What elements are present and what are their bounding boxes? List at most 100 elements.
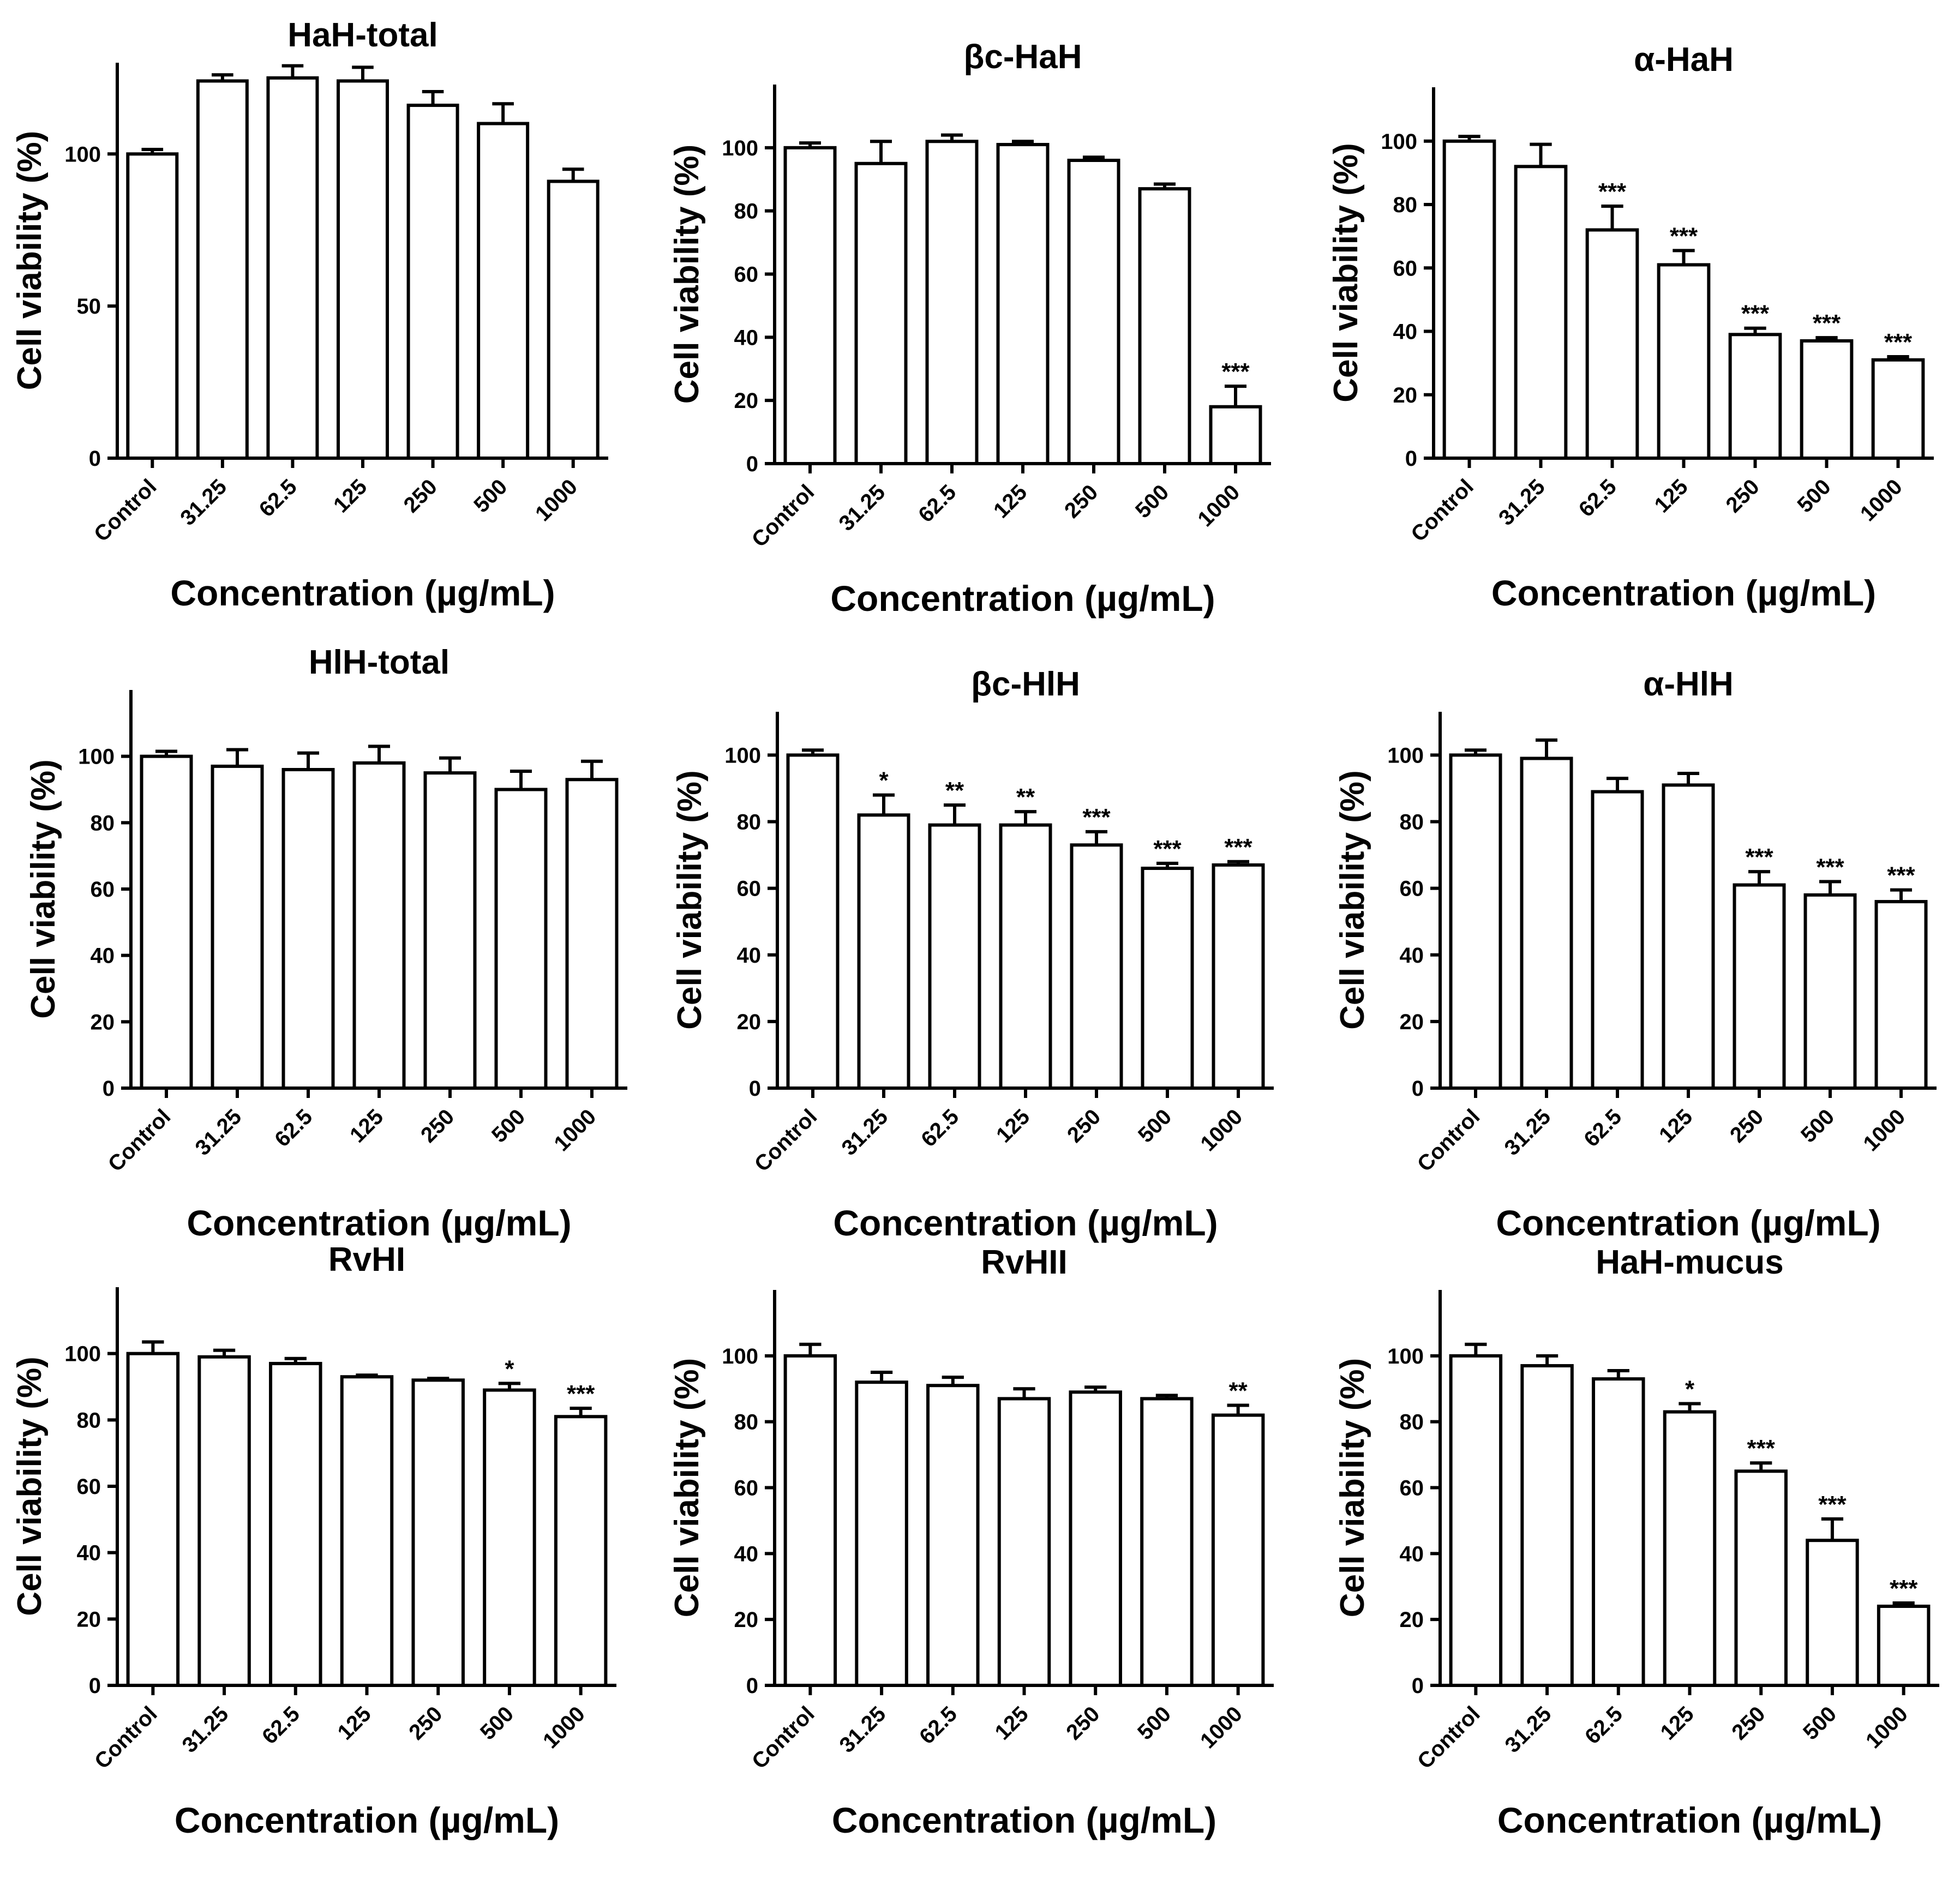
bar [1806, 1539, 1859, 1688]
y-tick-label: 0 [1412, 1674, 1424, 1698]
bar [1211, 1413, 1265, 1687]
x-tick-label: 500 [1796, 1104, 1839, 1147]
bar [1212, 863, 1265, 1090]
bar [1449, 753, 1502, 1090]
chart-title: α-HlH [1643, 665, 1734, 703]
x-tick-label: 500 [469, 475, 512, 517]
chart-panel-1: 0 50 100 Control 31.25 62.5 125 250 500 1000 HaH-t… [11, 16, 608, 613]
y-tick-label: 100 [1387, 1344, 1424, 1368]
y-tick-label: 80 [1400, 811, 1424, 835]
x-tick-label: 62.5 [1574, 475, 1621, 521]
y-tick-label: 60 [77, 1475, 101, 1499]
bar [1592, 1377, 1645, 1687]
y-tick-label: 20 [737, 1010, 762, 1034]
y-tick-label: 100 [722, 1344, 758, 1368]
x-tick-label: 62.5 [1580, 1702, 1627, 1749]
chart-title: HlH-total [309, 644, 449, 681]
x-tick-label: 1000 [1196, 1702, 1247, 1753]
x-tick-label: 250 [404, 1702, 447, 1744]
bar [857, 813, 910, 1090]
bar [1141, 866, 1194, 1090]
significance-marker: ** [945, 777, 964, 804]
y-axis-title: Cell viability (%) [1334, 1358, 1371, 1617]
x-tick-label: 62.5 [257, 1702, 304, 1749]
bar [352, 761, 406, 1090]
x-tick-label: Control [1406, 475, 1478, 547]
x-tick-label: 500 [487, 1104, 530, 1147]
y-tick-label: 80 [77, 1408, 101, 1432]
bar [337, 79, 389, 460]
y-axis-title: Cell viability (%) [668, 1358, 706, 1617]
bar [340, 1375, 394, 1687]
significance-marker: *** [1221, 358, 1250, 385]
bar [140, 754, 193, 1090]
y-tick-label: 0 [746, 1674, 758, 1698]
bar [494, 788, 548, 1090]
bar [1800, 339, 1854, 460]
bar [1803, 893, 1857, 1090]
bar [926, 1384, 980, 1687]
y-tick-label: 40 [1400, 1542, 1424, 1566]
bar [783, 146, 837, 466]
bar [281, 768, 335, 1090]
x-tick-label: Control [1413, 1702, 1485, 1774]
significance-marker: *** [1887, 862, 1915, 889]
y-tick-label: 60 [1393, 256, 1418, 280]
y-tick-label: 60 [734, 263, 759, 287]
y-tick-label: 40 [737, 944, 762, 968]
y-tick-label: 80 [737, 811, 762, 835]
y-axis-title: Cell viability (%) [668, 145, 706, 404]
x-tick-label: 1000 [1859, 1104, 1910, 1156]
significance-marker: *** [1745, 844, 1773, 871]
bar [1657, 263, 1711, 460]
bar [1877, 1605, 1931, 1687]
bar [1733, 883, 1786, 1090]
y-tick-label: 0 [89, 447, 101, 471]
y-tick-label: 60 [91, 878, 115, 902]
chart-title: HaH-mucus [1596, 1244, 1784, 1281]
bar [855, 1380, 908, 1688]
chart-panel-7: 0 20 40 60 80 100 Control 31.25 62.5 125 250 * 500 **… [11, 1241, 616, 1840]
bar [411, 1378, 465, 1687]
y-tick-label: 60 [1400, 877, 1424, 901]
bar [547, 179, 600, 460]
bar [126, 1352, 180, 1688]
x-tick-label: 62.5 [270, 1104, 317, 1151]
x-tick-label: Control [104, 1104, 176, 1176]
significance-marker: *** [1153, 836, 1182, 862]
bar [1514, 165, 1568, 460]
y-tick-label: 20 [734, 389, 759, 413]
x-tick-label: Control [747, 1702, 819, 1774]
x-axis-title: Concentration (µg/mL) [1496, 1203, 1880, 1243]
y-axis-title: Cell viability (%) [11, 131, 49, 390]
y-tick-label: 60 [1400, 1476, 1424, 1500]
x-tick-label: 31.25 [176, 475, 231, 530]
bar [423, 771, 477, 1090]
bar [786, 753, 840, 1090]
chart-panel-2: 0 20 40 60 80 100 Control 31.25 62.5 125 250 500 ***… [668, 38, 1271, 619]
x-tick-label: Control [1413, 1104, 1485, 1176]
y-tick-label: 100 [1387, 743, 1424, 767]
x-tick-label: 62.5 [914, 480, 961, 527]
y-tick-label: 40 [91, 944, 115, 968]
significance-marker: *** [1884, 329, 1913, 356]
chart-title: HaH-total [287, 16, 438, 54]
significance-marker: * [505, 1355, 514, 1382]
chart-panel-5: 0 20 40 60 80 100 Control * 31.25 ** 62.5 ** 125 *** 2… [671, 665, 1274, 1243]
x-tick-label: 125 [345, 1104, 388, 1147]
bar [1138, 187, 1191, 465]
bar [477, 122, 530, 460]
x-axis-title: Concentration (µg/mL) [175, 1800, 559, 1840]
x-tick-label: 1000 [1193, 480, 1244, 531]
x-tick-label: 125 [992, 1104, 1034, 1147]
x-tick-label: 31.25 [190, 1104, 246, 1160]
x-tick-label: Control [750, 1104, 822, 1176]
y-tick-label: 80 [734, 200, 759, 224]
x-tick-label: 1000 [1856, 475, 1907, 526]
significance-marker: *** [567, 1380, 595, 1407]
bar [1520, 1364, 1574, 1687]
bar [854, 161, 908, 465]
bar [269, 1361, 322, 1688]
x-tick-label: 62.5 [1579, 1104, 1626, 1151]
x-tick-label: Control [89, 475, 161, 547]
